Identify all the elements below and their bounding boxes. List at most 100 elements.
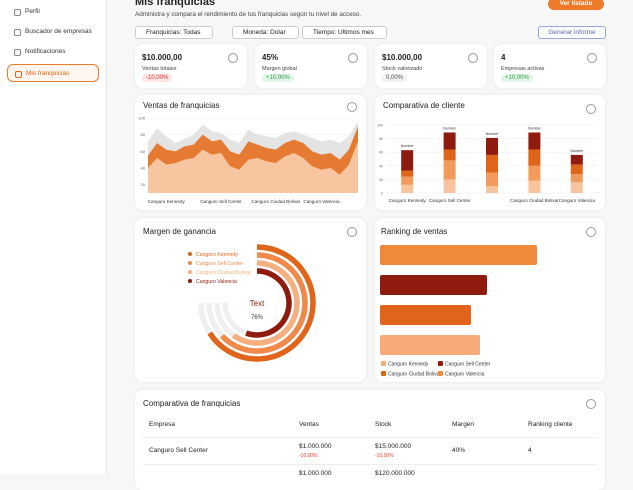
bar-segment (401, 184, 414, 193)
nav-label: Perfil (25, 8, 40, 15)
bar (380, 275, 487, 295)
nav-label: Notificaciones (25, 48, 66, 55)
nav-icon (14, 9, 21, 16)
kpi-icon[interactable] (228, 53, 238, 63)
bar-top-label: Number (486, 132, 500, 136)
legend-label: Canguro Valencia (445, 372, 485, 378)
y-tick-label: 80 (379, 137, 383, 141)
generate-report-button[interactable]: Generar informe (538, 26, 606, 39)
table-cell: -10,00% (299, 453, 318, 459)
info-icon[interactable] (347, 102, 357, 112)
bar-top-label: Number (528, 126, 542, 130)
kpi-label: Margen global (262, 66, 297, 72)
kpi-label: Ventas totales (142, 66, 177, 72)
nav-icon (14, 29, 21, 36)
bar-segment (528, 132, 541, 150)
kpi-change: +10,00% (262, 74, 294, 82)
legend-swatch (438, 361, 443, 366)
view-list-button[interactable]: Ver listado (548, 0, 604, 10)
bar-segment (486, 137, 498, 155)
bar-segment (443, 160, 456, 180)
kpi-icon[interactable] (348, 53, 358, 63)
legend-label: Canguro Kennedy (388, 362, 429, 368)
nav-item[interactable]: Perfil (7, 3, 99, 21)
y-tick-label: 80 (141, 132, 146, 137)
filter-chip[interactable]: Moneda: Dolar (232, 26, 299, 39)
kpi-card: 4 Empresas activas +10,00% (494, 44, 606, 88)
header-divider (143, 437, 597, 438)
y-tick-label: 60 (379, 151, 383, 155)
bar-segment (570, 173, 583, 183)
info-icon[interactable] (586, 227, 596, 237)
legend-label: Canguro Kennedy (196, 252, 238, 258)
page-title: Mis franquicias (135, 0, 216, 8)
bar-segment (570, 154, 583, 165)
filter-chip[interactable]: Tiempo: Ultimos mes (302, 26, 387, 39)
x-tick-label: Canguro Kennedy (389, 198, 427, 203)
table-header: Ranking cliente (528, 421, 573, 428)
table-cell: $15.000.000 (375, 443, 412, 450)
y-tick-label: 40 (379, 164, 383, 168)
table-cell: -10,00% (375, 453, 394, 459)
radial-bar (231, 260, 300, 346)
y-tick-label: 20 (141, 182, 146, 187)
bar-segment (570, 164, 583, 174)
info-icon[interactable] (586, 399, 596, 409)
y-tick-label: 20 (379, 178, 383, 182)
legend-label: Canguro Sell Center (445, 362, 491, 368)
nav-label: Buscador de empresas (25, 28, 92, 35)
area (148, 141, 358, 193)
nav-item[interactable]: Buscador de empresas (7, 23, 99, 41)
x-tick-label: Canguro Kennedy (148, 199, 186, 204)
radial-bar (245, 268, 292, 338)
legend-label: Canguro Valencia (196, 279, 237, 285)
radial-bar (220, 252, 308, 354)
card-title: Margen de ganancia (143, 227, 216, 236)
card-title: Ventas de franquicias (143, 101, 220, 110)
bar-segment (570, 182, 583, 193)
legend-dot (188, 270, 192, 274)
kpi-change: 0,00% (382, 74, 408, 82)
nav-item[interactable]: Mis franquicias (7, 64, 99, 82)
kpi-icon[interactable] (587, 53, 597, 63)
x-tick-label: Canguro Sell Center (200, 199, 242, 204)
bar (380, 245, 537, 265)
y-tick-label: 60 (141, 149, 146, 154)
center-text: Text (250, 299, 265, 308)
table-header: Ventas (299, 421, 319, 428)
x-tick-label: Canguro Ciudad Bolivar (251, 199, 300, 204)
info-icon[interactable] (586, 104, 596, 114)
table-header: Empresa (149, 421, 176, 428)
kpi-icon[interactable] (468, 53, 478, 63)
bar-segment (443, 179, 456, 193)
center-value: 76% (251, 315, 264, 321)
page: Mis franquicias { "sidebar": {"items": [… (7, 0, 606, 477)
bar-segment (486, 172, 498, 187)
card-title: Comparativa de cliente (383, 101, 465, 110)
kpi-value: 4 (501, 53, 506, 62)
table-cell: $1.000.000 (299, 443, 332, 450)
filter-chip[interactable]: Franquicias: Todas (135, 26, 214, 39)
kpi-card: 45% Margen global +10,00% (255, 44, 367, 88)
x-tick-label: Canguro Ciudad Bolivar (510, 198, 559, 203)
bar-segment (528, 180, 541, 193)
x-tick-label: Canguro Valencia (559, 198, 596, 203)
x-tick-label: Canguro Sell Center (429, 198, 471, 203)
legend-swatch (381, 361, 386, 366)
y-tick-label: 40 (141, 166, 146, 171)
table-cell: 4 (528, 447, 532, 454)
legend-swatch (438, 371, 443, 376)
nav-item[interactable]: Notificaciones (7, 43, 99, 61)
info-icon[interactable] (347, 227, 357, 237)
kpi-value: 45% (262, 53, 279, 62)
y-tick-label: 100 (377, 124, 383, 128)
bar-segment (528, 149, 541, 166)
y-tick-label: 100 (138, 116, 145, 121)
legend-dot (188, 252, 192, 256)
bar-segment (486, 154, 498, 173)
kpi-card: $10.000,00 Ventas totales -10,00% (135, 44, 247, 88)
bar-top-label: Number (401, 144, 415, 148)
bar-segment (528, 165, 541, 181)
legend-dot (188, 261, 192, 265)
